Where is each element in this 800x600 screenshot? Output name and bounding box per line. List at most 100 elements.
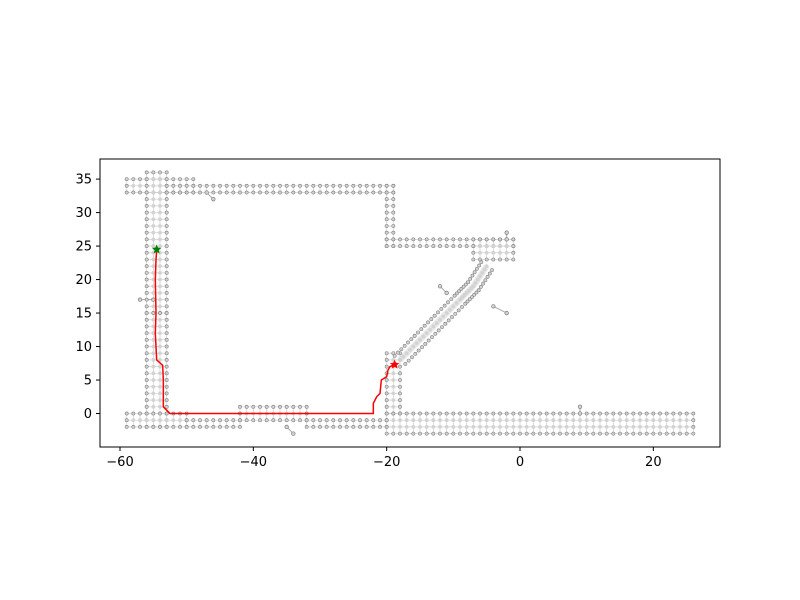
graph-node [464, 291, 469, 295]
graph-node [351, 190, 356, 195]
graph-node [371, 418, 376, 423]
graph-node [406, 358, 411, 363]
graph-node [678, 425, 682, 429]
graph-node [478, 411, 482, 416]
graph-node [504, 425, 509, 429]
graph-node [231, 190, 236, 195]
graph-node [504, 411, 509, 416]
graph-node [164, 391, 169, 396]
graph-node [402, 343, 407, 348]
graph-node [431, 418, 436, 423]
graph-node [618, 411, 622, 416]
graph-node [144, 425, 149, 429]
goal-marker [389, 359, 400, 369]
graph-node [211, 183, 216, 188]
graph-node [464, 411, 469, 416]
graph-node [151, 425, 156, 429]
graph-node [460, 305, 464, 309]
graph-node [224, 183, 229, 188]
graph-node [158, 297, 162, 302]
graph-node [471, 431, 476, 436]
graph-node [470, 295, 474, 299]
graph-node [231, 425, 236, 429]
graph-node [518, 431, 522, 436]
graph-node [158, 183, 162, 188]
graph-node [191, 418, 196, 423]
graph-node [448, 307, 452, 312]
graph-node [384, 230, 389, 235]
graph-node [391, 244, 396, 248]
graph-node [491, 304, 496, 309]
graph-node [431, 431, 436, 436]
graph-node [484, 244, 489, 248]
graph-node [391, 378, 396, 382]
graph-node [511, 418, 516, 423]
graph-node [491, 418, 496, 423]
graph-node [544, 431, 549, 436]
graph-node [184, 177, 189, 181]
graph-node [291, 190, 296, 195]
graph-node [644, 411, 649, 416]
graph-node [671, 411, 676, 416]
graph-node [144, 391, 149, 396]
graph-node [164, 304, 169, 309]
graph-node [384, 411, 389, 416]
graph-node [424, 237, 429, 242]
graph-node [631, 411, 636, 416]
graph-node [324, 190, 329, 195]
graph-node [158, 224, 162, 228]
graph-node [171, 177, 176, 181]
graph-node [138, 177, 142, 181]
graph-node [164, 197, 169, 202]
graph-node [578, 431, 582, 436]
graph-node [410, 355, 414, 360]
graph-node [164, 297, 169, 302]
graph-node [418, 237, 422, 242]
graph-node [431, 244, 436, 248]
graph-node [164, 277, 169, 282]
graph-node [278, 183, 282, 188]
graph-node [164, 230, 169, 235]
graph-node [451, 431, 456, 436]
graph-node [358, 183, 362, 188]
graph-node [198, 190, 202, 195]
graph-node [391, 411, 396, 416]
graph-node [444, 425, 449, 429]
graph-node [438, 425, 442, 429]
graph-node [418, 337, 422, 342]
graph-node [158, 277, 162, 282]
graph-node [482, 267, 487, 272]
graph-node [158, 331, 162, 336]
graph-node [164, 404, 169, 409]
graph-node [420, 345, 424, 350]
graph-node [416, 330, 420, 335]
graph-node [432, 313, 437, 318]
graph-node [178, 425, 182, 429]
graph-node [471, 237, 476, 242]
graph-node [456, 308, 461, 313]
graph-node [480, 270, 485, 275]
graph-node [151, 230, 156, 235]
graph-node [311, 190, 316, 195]
graph-node [412, 333, 417, 338]
path-layer [154, 250, 395, 415]
graph-node [318, 425, 322, 429]
graph-node [398, 418, 402, 423]
graph-node [391, 203, 396, 208]
graph-node [244, 404, 249, 409]
graph-node [164, 203, 169, 208]
graph-node [404, 411, 409, 416]
graph-node [511, 237, 516, 242]
graph-node [144, 170, 149, 175]
graph-node [471, 284, 476, 289]
graph-node [318, 183, 322, 188]
graph-node [551, 418, 556, 423]
graph-node [438, 418, 442, 423]
plot-frame [99, 158, 721, 448]
graph-node [604, 425, 609, 429]
graph-node [463, 301, 468, 306]
graph-node [158, 411, 162, 416]
graph-node [164, 177, 169, 181]
graph-node [481, 281, 486, 286]
graph-node [451, 244, 456, 248]
